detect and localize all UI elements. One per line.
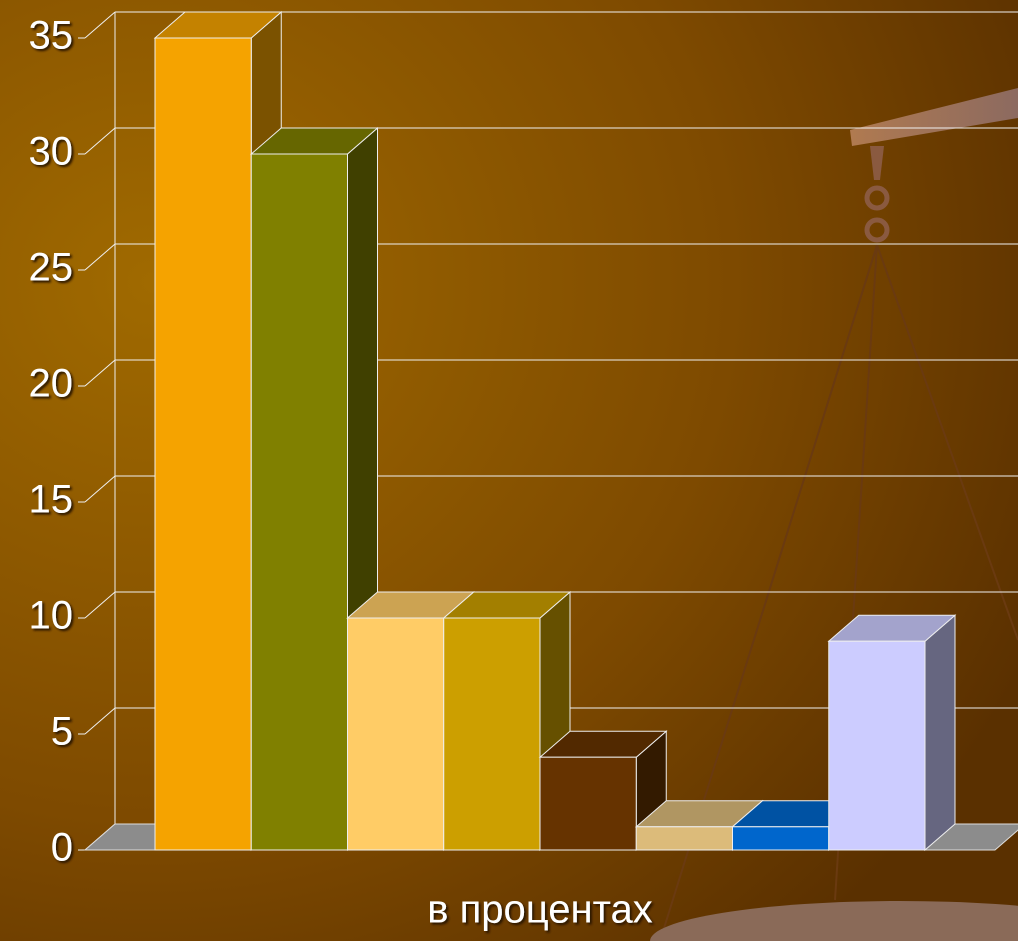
bar: [444, 618, 540, 850]
chart: 0 5 10 15 20 25 30 35 в процентах: [0, 0, 1018, 941]
y-tick-label: 10: [29, 594, 74, 638]
y-tick-label: 5: [51, 710, 73, 754]
bar: [733, 827, 829, 850]
bar: [155, 38, 251, 850]
bar: [251, 154, 347, 850]
y-tick-label: 0: [51, 826, 73, 870]
bar: [348, 618, 444, 850]
y-tick-label: 15: [29, 478, 74, 522]
y-tick-label: 30: [29, 130, 74, 174]
page: 05101520253035 в процентах (() => { cons…: [0, 0, 1018, 941]
y-tick-label: 25: [29, 246, 74, 290]
y-tick-label: 35: [29, 14, 74, 58]
bar: [829, 641, 925, 850]
bar: [636, 827, 732, 850]
bar: [540, 757, 636, 850]
bar-side: [925, 615, 955, 850]
x-axis-label: в процентах: [427, 888, 652, 932]
y-tick-label: 20: [29, 362, 74, 406]
